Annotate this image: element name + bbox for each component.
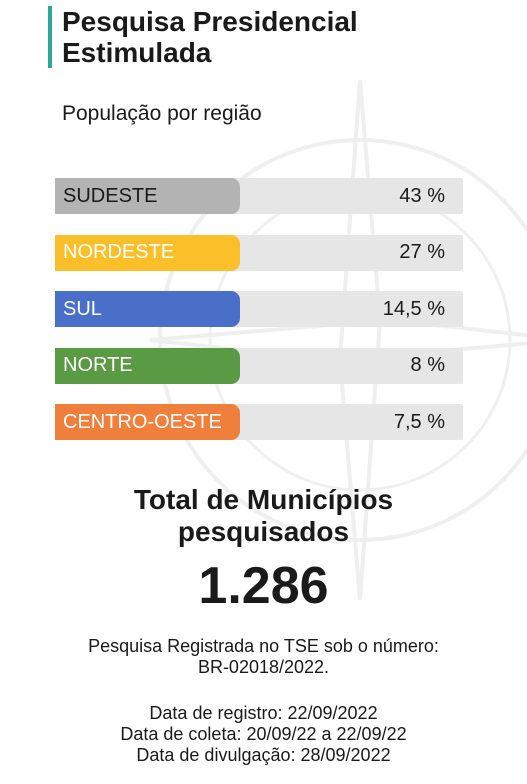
bar-row: NORDESTE 27 % xyxy=(55,234,463,271)
region-bar-chart: SUDESTE 43 % NORDESTE 27 % SUL 14,5 % NORTE 8 %… xyxy=(55,178,463,461)
title-block: Pesquisa Presidencial Estimulada xyxy=(48,6,358,68)
date-divulgacao: Data de divulgação: 28/09/2022 xyxy=(136,745,391,765)
title-line-1: Pesquisa Presidencial xyxy=(62,6,358,37)
bar-value-label: 27 % xyxy=(399,241,445,263)
bar-category-label: NORTE xyxy=(55,347,240,384)
chart-subtitle: População por região xyxy=(62,102,262,125)
date-coleta: Data de coleta: 20/09/22 a 22/09/22 xyxy=(120,724,407,744)
dates-block: Data de registro: 22/09/2022 Data de col… xyxy=(0,703,527,766)
bar-row: NORTE 8 % xyxy=(55,347,463,384)
title-line-2: Estimulada xyxy=(62,37,212,68)
bar-row: SUL 14,5 % xyxy=(55,291,463,327)
page-title: Pesquisa Presidencial Estimulada xyxy=(62,6,358,68)
bar-category-label: NORDESTE xyxy=(55,234,240,271)
bar-row: SUDESTE 43 % xyxy=(55,178,463,214)
bar-category-label: SUL xyxy=(55,291,240,327)
date-registro: Data de registro: 22/09/2022 xyxy=(149,703,378,723)
bar-category-label: CENTRO-OESTE xyxy=(55,404,240,440)
bar-value-label: 7,5 % xyxy=(393,410,445,433)
registration-note: Pesquisa Registrada no TSE sob o número:… xyxy=(0,636,527,678)
registration-line-1: Pesquisa Registrada no TSE sob o número: xyxy=(88,636,439,656)
bar-row: CENTRO-OESTE 7,5 % xyxy=(55,404,463,440)
bar-value-label: 8 % xyxy=(410,354,445,376)
bar-value-label: 14,5 % xyxy=(382,297,445,320)
total-label-line-2: pesquisados xyxy=(177,516,350,547)
bar-category-label: SUDESTE xyxy=(55,178,240,214)
total-label-line-1: Total de Municípios xyxy=(133,484,394,515)
total-value: 1.286 xyxy=(198,557,329,615)
registration-line-2: BR-02018/2022. xyxy=(197,657,330,677)
total-label: Total de Municípios pesquisados xyxy=(0,484,527,548)
bar-value-label: 43 % xyxy=(399,184,445,207)
